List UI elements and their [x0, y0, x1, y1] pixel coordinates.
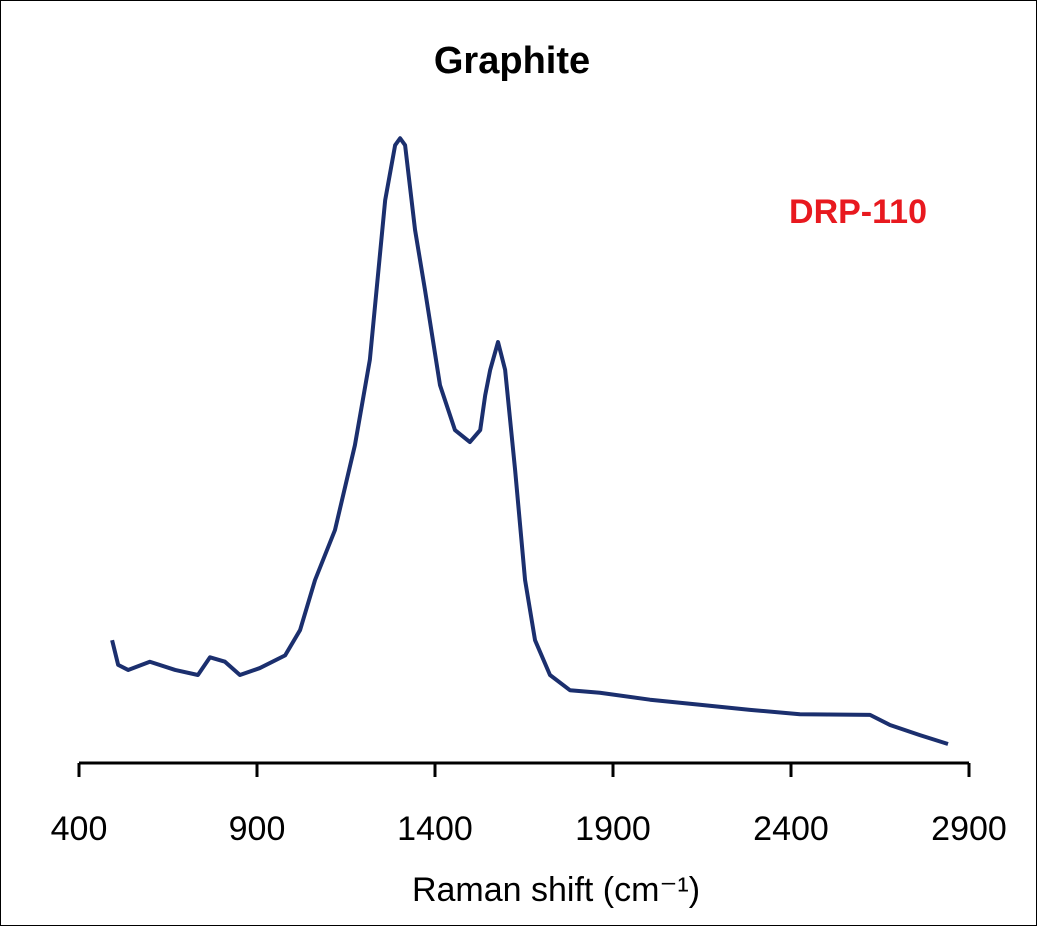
- x-tick-label: 2900: [931, 810, 1007, 848]
- chart-title: Graphite: [434, 40, 590, 82]
- x-tick-label: 400: [51, 810, 108, 848]
- annotation: DRP-110: [789, 193, 927, 231]
- x-tick-label: 2400: [753, 810, 829, 848]
- spectrum-line: [110, 136, 949, 746]
- x-tick-label: 900: [229, 810, 286, 848]
- x-axis-label: Raman shift (cm⁻¹): [412, 871, 700, 909]
- x-tick-label: 1400: [397, 810, 473, 848]
- x-tick-label: 1900: [575, 810, 651, 848]
